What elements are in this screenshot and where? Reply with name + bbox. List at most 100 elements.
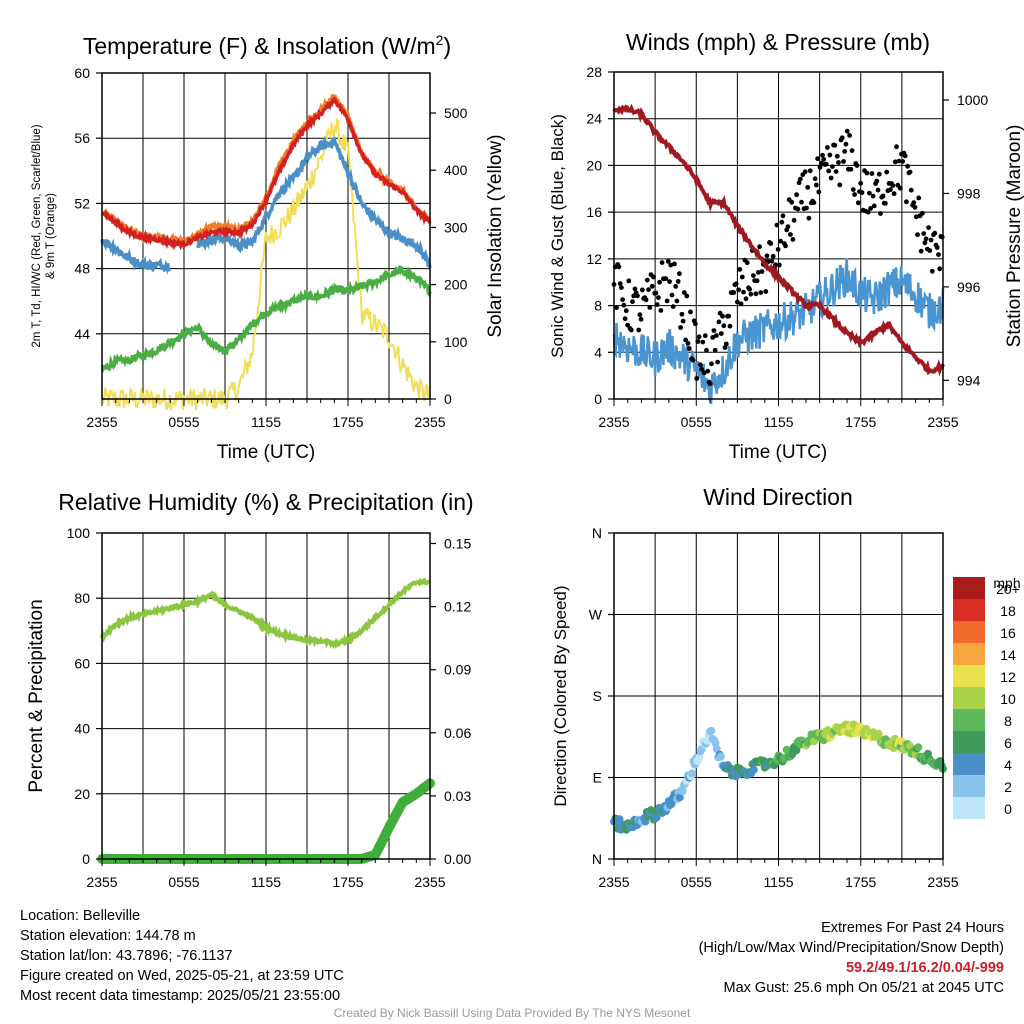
gust-point <box>733 281 739 287</box>
gust-point <box>878 211 883 216</box>
gust-point <box>844 128 850 134</box>
gust-point <box>638 316 644 322</box>
gust-point <box>867 190 872 196</box>
direction-point <box>707 726 716 735</box>
legend-swatch <box>953 643 985 665</box>
gust-point <box>799 199 804 205</box>
xtick-label: 2355 <box>414 874 445 890</box>
gust-point <box>797 176 803 182</box>
gust-point <box>832 142 838 148</box>
gust-point <box>735 299 740 305</box>
gust-point <box>806 215 812 221</box>
gust-point <box>681 290 687 295</box>
gust-point <box>871 203 877 209</box>
ytick-label-right: 400 <box>444 162 468 178</box>
legend-label: 18 <box>1000 603 1016 619</box>
gust-point <box>837 182 843 188</box>
ytick-label: 52 <box>74 195 90 211</box>
legend-swatch <box>953 753 985 775</box>
gust-point <box>622 316 628 322</box>
gust-point <box>815 156 820 162</box>
temp-right-ticks: 0 100 200 300 400 500 <box>430 105 468 407</box>
gust-point <box>656 295 661 300</box>
gust-point <box>868 206 873 211</box>
gust-point <box>688 309 693 315</box>
rh-title: Relative Humidity (%) & Precipitation (i… <box>58 489 473 515</box>
gust-point <box>770 253 776 259</box>
created-text: Figure created on Wed, 2025-05-21, at 23… <box>20 968 344 984</box>
gust-point <box>900 159 906 164</box>
gust-point <box>658 308 664 313</box>
gust-point <box>897 185 903 191</box>
legend-label: 10 <box>1000 691 1016 707</box>
gust-point <box>833 169 839 175</box>
gust-point <box>864 170 870 176</box>
rh-left-ticks: 0 20 40 60 80 100 <box>67 525 102 867</box>
ytick-label: 28 <box>586 64 602 80</box>
gust-point <box>632 286 638 292</box>
gust-point <box>737 267 743 272</box>
gust-point <box>922 240 928 246</box>
gust-point <box>907 169 913 175</box>
gust-point <box>928 237 934 243</box>
direction-point <box>914 743 923 752</box>
ytick-label-right: 996 <box>957 279 981 295</box>
legend-swatch <box>953 775 985 797</box>
gust-point <box>686 346 692 351</box>
xtick-label: 2355 <box>86 874 117 890</box>
gust-point <box>626 278 632 284</box>
gust-point <box>916 195 922 201</box>
gust-point <box>848 166 854 172</box>
station-info: Location: Belleville Station elevation: … <box>20 906 344 1006</box>
gust-point <box>651 274 656 280</box>
wind-series <box>611 103 945 405</box>
xtick-label: 1755 <box>845 874 876 890</box>
gust-point <box>649 283 655 289</box>
gust-point <box>830 164 835 170</box>
gust-point <box>892 159 898 165</box>
gust-point <box>780 213 786 219</box>
legend-swatch <box>953 687 985 709</box>
gust-point <box>668 262 674 268</box>
direction-point <box>716 752 725 761</box>
gust-point <box>715 359 720 365</box>
gust-point <box>921 231 927 237</box>
xtick-label: 1155 <box>763 414 793 430</box>
gust-point <box>774 222 780 228</box>
gust-point <box>698 362 703 368</box>
temp-title: Temperature (F) & Insolation (W/m2) <box>83 32 451 59</box>
gust-point <box>839 135 845 141</box>
gust-point <box>920 210 925 216</box>
gust-point <box>847 133 852 138</box>
gust-point <box>789 199 795 205</box>
gust-point <box>721 323 727 329</box>
gust-point <box>865 209 871 215</box>
ytick-label: 80 <box>74 590 90 606</box>
gust-point <box>672 261 677 267</box>
ytick-label-right: 200 <box>444 277 468 293</box>
wind-left-ticks: 0 4 8 12 16 20 24 28 <box>586 64 614 407</box>
legend-label: 8 <box>1004 713 1012 729</box>
gust-point <box>640 287 645 293</box>
gust-point <box>876 171 882 177</box>
rh-ylabel-left: Percent & Precipitation <box>26 599 47 792</box>
ytick-label: W <box>589 607 603 623</box>
gust-point <box>769 258 775 264</box>
temp-xlabel: Time (UTC) <box>217 442 316 463</box>
ytick-label: 100 <box>67 525 91 541</box>
temp-left-ticks: 44 48 52 56 60 <box>74 65 102 342</box>
ytick-label: 0 <box>82 851 90 867</box>
gust-point <box>812 176 818 182</box>
gust-point <box>646 287 651 293</box>
gust-point <box>813 182 819 188</box>
gust-point <box>684 293 690 299</box>
temp-ylabel-left-1: 2m T, Td, HI/WC (Red, Green, Scarlet/Blu… <box>31 124 43 347</box>
gust-point <box>911 200 917 206</box>
gust-point <box>795 206 801 212</box>
wind-ylabel-right: Station Pressure (Maroon) <box>1004 125 1024 348</box>
gust-point <box>665 259 671 264</box>
xtick-label: 1755 <box>332 414 363 430</box>
gust-point <box>807 168 813 174</box>
gust-point <box>747 286 753 292</box>
gust-point <box>704 347 709 353</box>
